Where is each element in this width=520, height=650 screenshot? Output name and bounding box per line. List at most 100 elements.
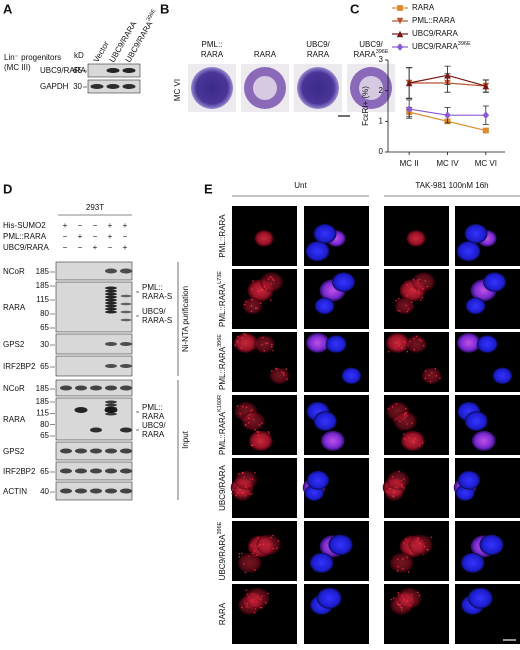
blot-band: [105, 295, 117, 299]
condition-sign: +: [123, 243, 128, 252]
nucleus: [412, 272, 436, 292]
speckle: [416, 591, 419, 594]
speckle: [253, 550, 256, 552]
nucleus: [305, 332, 330, 353]
condition-sign: −: [63, 243, 68, 252]
speckle: [270, 536, 272, 539]
speckle: [243, 303, 246, 306]
speckle: [254, 472, 256, 474]
speckle: [261, 606, 263, 609]
blot-band: [105, 385, 117, 391]
speckle: [401, 484, 403, 486]
speckle: [406, 295, 408, 297]
speckle: [251, 492, 253, 495]
cell-line-label: 293T: [86, 203, 104, 212]
kd-value: 65: [73, 66, 82, 75]
speckle: [285, 368, 287, 371]
nucleus: [234, 470, 258, 490]
blot-band: [120, 448, 132, 454]
blot-band: [105, 403, 117, 407]
speckle: [248, 413, 251, 416]
condition-sign: +: [78, 232, 83, 241]
speckle: [252, 552, 254, 555]
nucleus: [328, 534, 353, 556]
band-annotation: UBC9/: [142, 421, 166, 430]
blot-band: [105, 307, 117, 311]
nucleus: [320, 430, 345, 451]
speckle: [398, 344, 400, 347]
blot-band: [120, 427, 132, 433]
blot-band: [120, 468, 132, 474]
blot-band: [105, 409, 117, 413]
blot-band: [105, 310, 117, 314]
x-tick-label: MC IV: [436, 159, 459, 168]
blot-label: GAPDH: [40, 82, 69, 91]
legend-label-text: RARA: [412, 3, 435, 12]
nucleus: [316, 587, 342, 609]
condition-label: UBC9/RARA: [3, 243, 49, 252]
speckle: [282, 372, 285, 375]
speckle: [245, 406, 248, 409]
blot-band: [90, 468, 102, 474]
speckle: [394, 486, 397, 489]
nucleus: [385, 332, 410, 353]
nucleus: [341, 367, 362, 384]
nucleus: [464, 411, 488, 431]
speckle: [252, 444, 254, 446]
blot-band: [120, 364, 132, 368]
section-label: Ni-NTA purification: [181, 286, 190, 352]
blot-band: [75, 488, 87, 494]
blot-label: RARA: [3, 303, 26, 312]
blot-band: [122, 84, 136, 89]
nucleus: [394, 297, 415, 315]
nucleus: [386, 470, 410, 490]
blot-label: IRF2BP2: [3, 467, 36, 476]
y-tick-label: 1: [379, 116, 384, 125]
speckle: [403, 599, 405, 601]
nucleus: [393, 411, 417, 431]
speckle: [253, 611, 256, 614]
speckle: [439, 377, 441, 380]
nucleus: [306, 470, 330, 490]
kd-value: 30: [40, 340, 49, 349]
blot-band: [90, 488, 102, 494]
cell-label-text: RARA: [353, 50, 376, 59]
speckle: [419, 542, 421, 545]
panel-letter: D: [3, 181, 12, 196]
row-label: PML::RARA396E: [217, 334, 227, 390]
speckle: [429, 380, 432, 383]
speckle: [410, 301, 413, 303]
condition-sign: −: [108, 243, 113, 252]
speckle: [417, 292, 420, 295]
speckle: [231, 492, 233, 495]
blot-label: UBC9/RARA: [40, 66, 86, 75]
speckle: [412, 440, 415, 443]
speckle: [259, 302, 262, 304]
kd-value: 40: [40, 487, 49, 496]
blot-label: IRF2BP2: [3, 362, 36, 371]
speckle: [238, 473, 240, 475]
nucleus: [408, 534, 433, 556]
speckle: [271, 278, 274, 280]
row-label-text: UBC9/RARA: [218, 464, 227, 510]
speckle: [257, 545, 260, 547]
nucleus: [256, 534, 281, 556]
kd-value: 185: [36, 384, 50, 393]
y-tick-label: 3: [379, 55, 384, 64]
nucleus: [260, 272, 284, 292]
speckle: [387, 350, 390, 353]
nucleus: [483, 272, 507, 292]
blot-band: [105, 468, 117, 474]
blot-band: [120, 385, 132, 391]
blot-band: [120, 310, 132, 314]
speckle: [427, 548, 429, 551]
blot-label: ACTIN: [3, 487, 27, 496]
speckle: [239, 413, 242, 415]
nucleus: [389, 552, 414, 573]
blot-label: GPS2: [3, 340, 25, 349]
blot-band: [105, 364, 117, 368]
nucleus: [421, 367, 442, 384]
blot-band: [90, 84, 104, 89]
blot-band: [105, 342, 117, 346]
blot-band: [105, 298, 117, 302]
